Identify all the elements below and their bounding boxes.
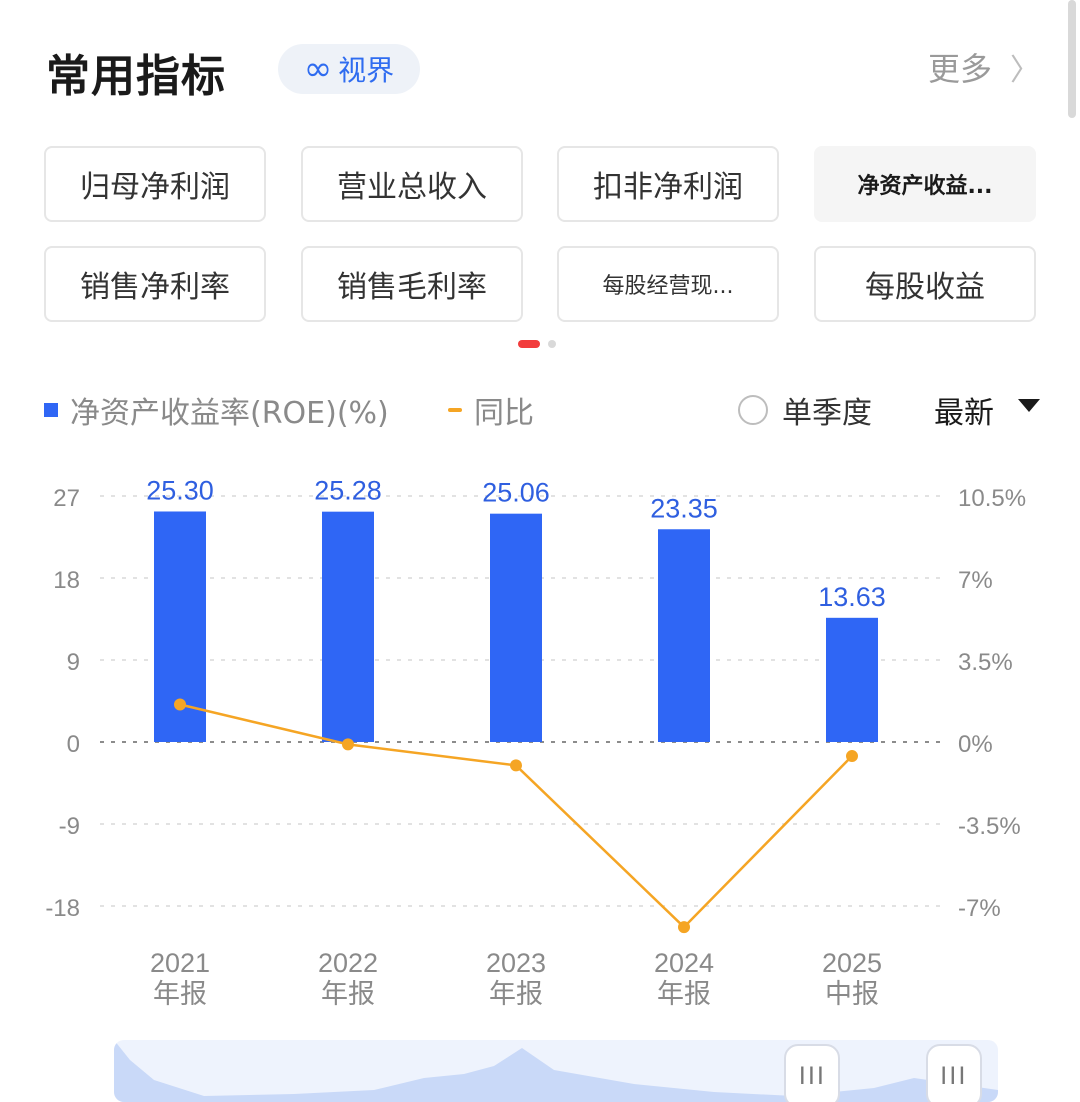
page-dot-active: [518, 340, 540, 348]
range-slider[interactable]: III III: [114, 1040, 998, 1102]
chart-legend-row: 净资产收益率(ROE)(%) 同比 单季度 最新: [44, 388, 1040, 432]
metric-button-roe[interactable]: 净资产收益...: [814, 146, 1036, 222]
y-right-tick-label: -3.5%: [958, 813, 1021, 840]
metric-button-gross-margin[interactable]: 销售毛利率: [301, 246, 523, 322]
range-overview-area: [114, 1040, 998, 1102]
y-right-tick-label: 0%: [958, 731, 993, 758]
y-left-tick-label: -9: [59, 813, 80, 840]
y-left-tick-label: 9: [67, 649, 80, 676]
bar-swatch-icon: [44, 403, 58, 417]
period-select-label: 最新: [934, 396, 994, 431]
bar-value-label: 25.06: [482, 478, 550, 508]
metric-label: 净资产收益...: [857, 174, 993, 199]
y-left-tick-label: 18: [53, 567, 80, 594]
roe-bar: [658, 529, 710, 742]
legend-item-yoy: 同比: [448, 388, 534, 432]
vision-button[interactable]: ∞ 视界: [278, 44, 420, 94]
range-end-handle[interactable]: III: [925, 1044, 982, 1102]
metric-label: 归母净利润: [80, 170, 230, 205]
roe-chart: 27 18 9 0 -9 -18 10.5% 7% 3.5% 0% -3.5% -7% 25.30 25.…: [45, 475, 1026, 1009]
bar-value-label: 23.35: [650, 493, 718, 523]
metric-button-deducted-net-profit[interactable]: 扣非净利润: [557, 146, 779, 222]
metric-button-net-margin[interactable]: 销售净利率: [44, 246, 266, 322]
yoy-point: [846, 750, 858, 763]
page-dot: [548, 340, 556, 348]
roe-bar: [826, 617, 878, 742]
roe-bar: [322, 511, 374, 742]
yoy-point: [342, 738, 354, 751]
vision-label: 视界: [338, 54, 395, 87]
header: 常用指标 ∞ 视界 更多 〉: [46, 36, 1040, 102]
single-quarter-toggle[interactable]: 单季度: [738, 388, 872, 432]
caret-down-icon: [1018, 398, 1040, 412]
metric-button-eps[interactable]: 每股收益: [814, 246, 1036, 322]
line-swatch-icon: [448, 408, 462, 412]
y-left-tick-label: -18: [45, 895, 80, 922]
radio-icon: [738, 395, 768, 425]
y-left-tick-label: 0: [67, 731, 80, 758]
metric-label: 销售毛利率: [337, 270, 487, 305]
y-right-tick-label: 3.5%: [958, 649, 1013, 676]
bar-value-label: 13.63: [818, 582, 886, 612]
grip-icon: III: [798, 1062, 826, 1090]
page-title: 常用指标: [46, 51, 226, 102]
metric-button-total-revenue[interactable]: 营业总收入: [301, 146, 523, 222]
single-quarter-label: 单季度: [782, 396, 872, 431]
bar-value-label: 25.28: [314, 476, 382, 506]
range-start-handle[interactable]: III: [784, 1044, 841, 1102]
metric-label: 销售净利率: [80, 270, 230, 305]
range-slider-overview: [114, 1040, 998, 1102]
infinity-icon: ∞: [303, 49, 333, 89]
legend-item-roe: 净资产收益率(ROE)(%): [44, 388, 389, 432]
page-indicator: [518, 340, 556, 348]
x-tick-label: 2025 中报: [822, 948, 882, 1009]
metric-label: 营业总收入: [337, 170, 487, 205]
x-tick-label: 2021 年报: [150, 948, 210, 1009]
metric-button-operating-cashflow-per-share[interactable]: 每股经营现...: [557, 246, 779, 322]
page-scrollbar[interactable]: [1068, 0, 1076, 118]
metric-label: 每股经营现...: [602, 274, 734, 299]
x-tick-label: 2024 年报: [654, 948, 714, 1009]
metric-button-net-profit[interactable]: 归母净利润: [44, 146, 266, 222]
chevron-right-icon: 〉: [1010, 53, 1040, 88]
yoy-point: [174, 698, 186, 711]
metric-label: 每股收益: [865, 270, 985, 305]
y-left-tick-label: 27: [53, 485, 80, 512]
yoy-point: [510, 759, 522, 772]
y-right-tick-label: 10.5%: [958, 485, 1026, 512]
roe-bar: [490, 513, 542, 742]
y-right-tick-label: 7%: [958, 567, 993, 594]
bar-value-label: 25.30: [146, 475, 214, 505]
period-select[interactable]: 最新: [934, 388, 1040, 432]
more-label: 更多: [927, 50, 992, 88]
legend-roe-label: 净资产收益率(ROE)(%): [70, 396, 389, 431]
y-right-tick-label: -7%: [958, 895, 1001, 922]
yoy-point: [678, 921, 690, 934]
x-tick-label: 2023 年报: [486, 948, 546, 1009]
metric-label: 扣非净利润: [593, 170, 743, 205]
more-link[interactable]: 更多 〉: [928, 44, 1040, 90]
x-tick-label: 2022 年报: [318, 948, 378, 1009]
grip-icon: III: [940, 1062, 968, 1090]
legend-yoy-label: 同比: [474, 396, 534, 431]
